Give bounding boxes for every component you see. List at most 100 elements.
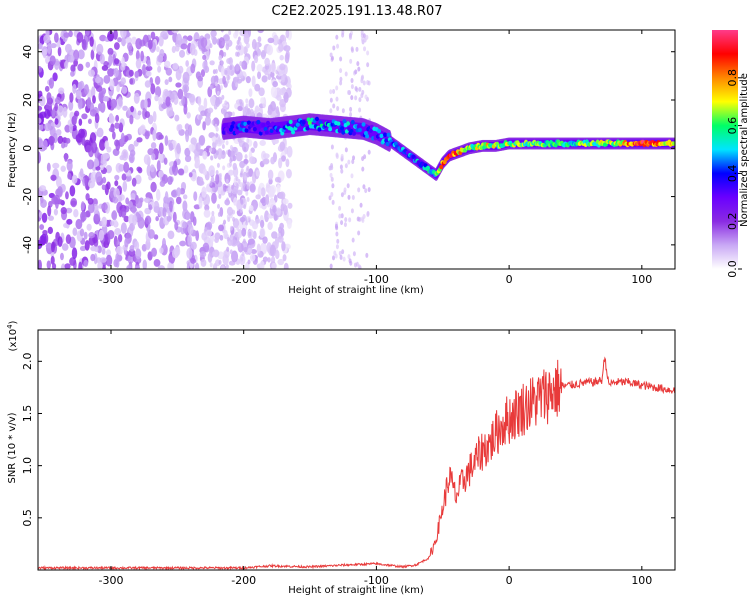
- heatmap-speckle: [278, 157, 283, 169]
- heatmap-speckle: [356, 216, 360, 222]
- snr-y-multiplier: (x104): [6, 320, 19, 351]
- heatmap-speckle: [339, 164, 343, 170]
- heatmap-speckle: [236, 205, 240, 211]
- heatmap-speckle: [232, 85, 236, 91]
- heatmap-speckle: [127, 254, 134, 264]
- heatmap-speckle: [112, 131, 116, 140]
- y-tick-label: 0.5: [21, 509, 34, 527]
- heatmap-speckle: [38, 138, 44, 150]
- heatmap-speckle: [120, 30, 127, 39]
- heatmap-speckle: [117, 233, 123, 243]
- heatmap-speckle: [135, 58, 142, 69]
- heatmap-speckle: [221, 41, 225, 47]
- heatmap-speckle: [58, 87, 65, 95]
- heatmap-speckle: [242, 182, 246, 188]
- multiplier-exp: 4: [6, 324, 14, 329]
- heatmap-speckle: [157, 265, 165, 269]
- heatmap-speckle: [69, 92, 74, 103]
- heatmap-speckle: [198, 197, 203, 209]
- heatmap-speckle: [153, 234, 159, 240]
- heatmap-speckle: [349, 106, 353, 112]
- heatmap-speckle: [54, 96, 61, 105]
- heatmap-speckle: [339, 68, 343, 74]
- heatmap-speckle: [63, 222, 69, 228]
- heatmap-speckle: [238, 45, 242, 51]
- heatmap-speckle: [169, 200, 173, 213]
- heatmap-speckle: [168, 142, 174, 152]
- heatmap-speckle: [209, 43, 213, 49]
- svg-text:(x104): (x104): [6, 320, 19, 351]
- heatmap-speckle: [127, 42, 133, 51]
- heatmap-speckle: [110, 220, 115, 227]
- colorbar: 0.0 0.2 0.4 0.6 0.8 Normalized spectral ampl…: [712, 30, 750, 278]
- heatmap-speckle: [204, 65, 210, 74]
- heatmap-speckle: [129, 114, 134, 125]
- heatmap-speckle: [64, 60, 69, 69]
- heatmap-speckle: [126, 265, 132, 269]
- heatmap-speckle: [184, 147, 191, 157]
- y-tick-label: 1.0: [21, 457, 34, 475]
- heatmap-speckle: [206, 112, 211, 119]
- heatmap-speckle: [38, 151, 41, 164]
- heatmap-speckle: [47, 42, 52, 55]
- heatmap-speckle: [73, 58, 79, 67]
- heatmap-speckle: [88, 202, 95, 214]
- heatmap-speckle: [361, 37, 365, 43]
- heatmap-speckle: [131, 205, 137, 214]
- heatmap-speckle: [239, 216, 246, 223]
- heatmap-speckle: [180, 38, 188, 45]
- heatmap-speckle: [350, 95, 354, 101]
- heatmap-speckle: [146, 59, 151, 68]
- heatmap-speckle: [228, 169, 234, 176]
- heatmap-speckle: [363, 46, 367, 52]
- track-core: [385, 141, 390, 147]
- heatmap-speckle: [145, 65, 153, 72]
- heatmap-speckle: [338, 250, 342, 256]
- y-tick-label: 2.0: [21, 353, 34, 371]
- heatmap-speckle: [227, 183, 231, 189]
- heatmap-speckle: [330, 176, 334, 182]
- track-core: [307, 120, 312, 126]
- heatmap-speckle: [228, 161, 232, 167]
- heatmap-speckle: [209, 84, 213, 90]
- heatmap-speckle: [48, 77, 55, 89]
- x-tick-label: -100: [364, 574, 389, 587]
- heatmap-speckle: [360, 93, 364, 99]
- heatmap-speckle: [258, 87, 265, 97]
- heatmap-speckle: [254, 83, 261, 92]
- heatmap-speckle: [176, 187, 182, 197]
- heatmap-speckle: [202, 54, 207, 61]
- heatmap-speckle: [144, 111, 151, 119]
- heatmap-speckle: [65, 207, 73, 214]
- heatmap-speckle: [283, 91, 289, 103]
- heatmap-speckle: [57, 236, 63, 248]
- heatmap-speckle: [84, 174, 89, 187]
- heatmap-speckle: [158, 151, 163, 163]
- heatmap-speckle: [250, 248, 257, 254]
- heatmap-speckle: [262, 158, 270, 165]
- heatmap-speckle: [86, 97, 92, 109]
- heatmap-speckle: [208, 165, 215, 177]
- track-core: [314, 116, 319, 122]
- heatmap-speckle: [181, 95, 186, 106]
- heatmap-speckle: [176, 142, 181, 155]
- heatmap-speckle: [152, 129, 157, 141]
- snr-x-ticks: -300 -200 -100 0 100: [99, 330, 652, 587]
- y-tick-label: 40: [21, 45, 34, 59]
- track-core: [328, 127, 333, 132]
- heatmap-speckle: [93, 213, 100, 225]
- heatmap-speckle: [122, 180, 128, 192]
- heatmap-speckle: [152, 111, 157, 123]
- heatmap-speckle: [197, 75, 203, 82]
- colorbar-gradient: [712, 30, 738, 269]
- heatmap-speckle: [219, 85, 223, 91]
- heatmap-speckle: [78, 118, 83, 126]
- heatmap-speckle: [244, 154, 248, 160]
- heatmap-speckle: [362, 184, 366, 190]
- heatmap-speckle: [207, 107, 214, 114]
- heatmap-speckle: [246, 143, 250, 149]
- heatmap-speckle: [187, 35, 193, 42]
- heatmap-speckle: [190, 241, 197, 250]
- heatmap-speckle: [53, 32, 59, 43]
- heatmap-speckle: [165, 67, 173, 76]
